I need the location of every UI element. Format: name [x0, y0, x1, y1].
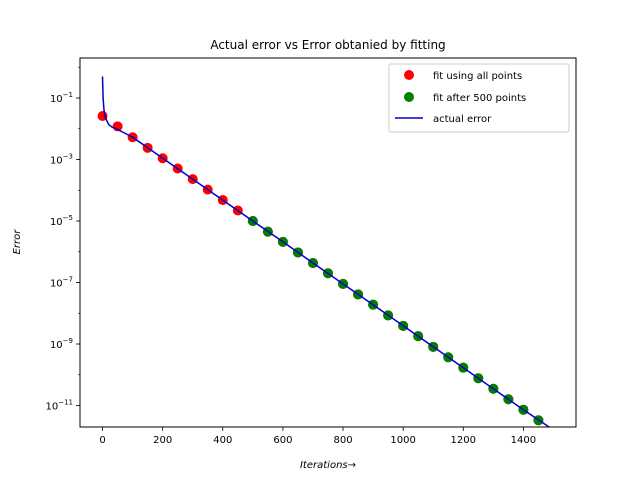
- legend-label-actual-error: actual error: [433, 114, 492, 125]
- x-tick-label: 1400: [511, 435, 536, 446]
- legend: fit using all points fit after 500 point…: [388, 63, 570, 133]
- legend-marker-fit-all: [404, 70, 414, 80]
- x-axis-label: Iterations→: [300, 460, 356, 471]
- y-tick-label: 10−9: [50, 337, 73, 351]
- x-axis-label-arrow: →: [348, 460, 356, 471]
- y-axis: 10−1 10−3 10−5 10−7 10−9 10−11: [45, 66, 80, 413]
- chart-title: Actual error vs Error obtanied by fittin…: [210, 38, 445, 52]
- x-tick-label: 1200: [451, 435, 476, 446]
- legend-marker-fit-after-500: [404, 92, 414, 102]
- y-tick-label: 10−1: [50, 91, 73, 105]
- legend-label-fit-after-500: fit after 500 points: [433, 93, 526, 104]
- x-tick-label: 0: [99, 435, 105, 446]
- legend-box: [388, 63, 570, 133]
- x-tick-label: 800: [333, 435, 352, 446]
- x-axis-label-text: Iterations: [300, 460, 348, 471]
- legend-label-fit-all: fit using all points: [433, 71, 522, 82]
- x-axis: 0 200 400 600 800 1000 1200 1400: [99, 427, 536, 446]
- x-tick-label: 600: [273, 435, 292, 446]
- series-line-actual-error: [101, 76, 551, 427]
- y-tick-label: 10−5: [50, 214, 73, 228]
- plot-frame: [79, 57, 577, 428]
- plot-content: [97, 76, 551, 427]
- y-axis-label: Error: [12, 229, 23, 255]
- x-tick-label: 400: [213, 435, 232, 446]
- x-tick-label: 1000: [390, 435, 415, 446]
- x-tick-label: 200: [153, 435, 172, 446]
- y-tick-label: 10−11: [45, 399, 73, 413]
- y-tick-label: 10−7: [50, 276, 73, 290]
- y-tick-label: 10−3: [50, 153, 73, 167]
